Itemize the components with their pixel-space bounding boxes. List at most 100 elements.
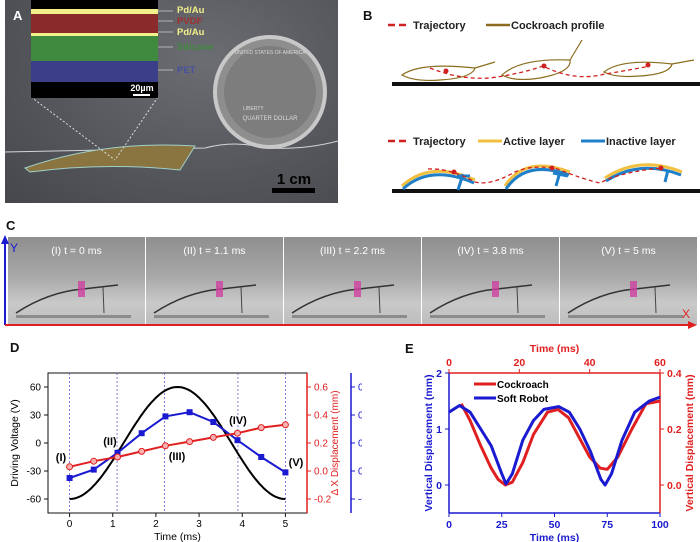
- frame-axes: Y X: [1, 235, 697, 329]
- red-y-tick-label: 0.4: [314, 411, 328, 422]
- red-data-point: [209, 433, 217, 441]
- phase-label: (I): [56, 452, 67, 464]
- layer-pet: [31, 61, 158, 82]
- x-tick-label: 1: [110, 519, 116, 530]
- coin-face: [224, 46, 316, 138]
- coin-text: UNITED STATES OF AMERICA: [235, 50, 307, 56]
- ground-line: [392, 82, 700, 86]
- x-tick-label: 2: [153, 519, 159, 530]
- y-tick-label-right: 0.2: [667, 424, 682, 436]
- zoom-line: [114, 96, 159, 161]
- frame-label: (V) t = 5 ms: [601, 245, 656, 257]
- panel-label-d: D: [10, 340, 20, 355]
- y-tick-label: -30: [27, 467, 42, 478]
- blue-data-point: [282, 469, 289, 476]
- y-tick-label: 0: [35, 439, 41, 450]
- layer-label: PET: [177, 65, 196, 76]
- wire: [5, 140, 338, 153]
- frame-4: (IV) t = 3.8 ms: [422, 237, 559, 325]
- y-tick-label: -60: [27, 495, 42, 506]
- robot-strip: [23, 144, 196, 173]
- layer-label: PVDF: [177, 16, 203, 27]
- trajectory-bottom: [427, 166, 663, 184]
- frame-label: (IV) t = 3.8 ms: [457, 245, 524, 257]
- panel-label-e: E: [405, 341, 414, 356]
- red-series-line: [69, 423, 286, 468]
- red-data-point: [138, 447, 146, 455]
- frame-2: (II) t = 1.1 ms: [146, 237, 283, 325]
- x-tick-label-bottom: 100: [651, 519, 669, 531]
- x-tick-label-top: 40: [584, 357, 596, 369]
- blue-y-tick-label: 0.6: [358, 383, 362, 394]
- blue-data-point: [210, 419, 217, 425]
- layer-pvdf: [31, 14, 158, 33]
- blue-y-tick-label: 0.2: [358, 439, 362, 450]
- layer-label: Pd/Au: [177, 5, 205, 16]
- red-data-point: [186, 438, 194, 446]
- x-axis-label: X: [682, 307, 690, 321]
- y-axis-label-right: Vertical Displacement (mm): [684, 374, 696, 511]
- legend-trajectory: Trajectory: [413, 136, 466, 148]
- blue-data-point: [114, 449, 121, 456]
- blue-data-point: [258, 454, 265, 460]
- red-y-tick-label: 0.6: [314, 383, 328, 394]
- panel-a-photo: QUARTER DOLLAR LIBERTY UNITED STATES OF …: [5, 0, 338, 203]
- x-tick-label-top: 0: [446, 357, 452, 369]
- red-data-point: [257, 424, 265, 432]
- red-data-point: [161, 442, 169, 450]
- blue-data-point: [234, 437, 241, 444]
- layer-silicone: [31, 36, 158, 61]
- y-axis-label-red: Δ X Displacement (mm): [330, 390, 341, 495]
- panel-label-c: C: [6, 218, 16, 233]
- red-data-point: [281, 421, 289, 429]
- blue-data-point: [186, 409, 193, 416]
- x-tick-label-bottom: 75: [601, 519, 613, 531]
- cockroach-profiles: [400, 39, 695, 82]
- red-data-point: [113, 453, 121, 461]
- y-axis-label-left: Vertical Displacement (mm): [423, 374, 435, 511]
- arrow-head-icon: [1, 235, 9, 244]
- legend-trajectory: Trajectory: [413, 20, 466, 32]
- panel-label-b: B: [363, 8, 373, 23]
- soft-robot-profiles: [400, 163, 683, 191]
- zoom-line: [30, 96, 116, 161]
- panel-label-a: A: [13, 8, 23, 23]
- sem-inset: 20µm: [31, 0, 158, 98]
- y-axis-label-left: Driving Voltage (V): [9, 399, 21, 487]
- scale-bar: [272, 188, 315, 193]
- legend-label: Cockroach: [497, 380, 549, 391]
- x-axis-label-top: Time (ms): [530, 343, 579, 355]
- layer-pdau: [31, 33, 158, 36]
- legend-label: Soft Robot: [497, 394, 549, 405]
- y-tick-label-right: 0.4: [667, 368, 682, 380]
- y-tick-label-left: 1: [436, 424, 442, 436]
- blue-data-point: [162, 413, 169, 420]
- blue-data-point: [66, 475, 73, 481]
- phase-label: (III): [169, 451, 186, 463]
- frame-1: (I) t = 0 ms: [8, 237, 145, 325]
- x-tick-label-bottom: 50: [549, 519, 561, 531]
- red-y-tick-label: 0.0: [314, 467, 328, 478]
- frame-label: (I) t = 0 ms: [51, 245, 102, 257]
- blue-series-line: [69, 411, 286, 479]
- legend-active-layer: Active layer: [503, 136, 565, 148]
- red-y-tick-label: -0.2: [314, 495, 332, 506]
- x-tick-label-bottom: 0: [446, 519, 452, 531]
- x-axis-label-bottom: Time (ms): [530, 532, 579, 542]
- y-tick-label-left: 2: [436, 368, 442, 380]
- y-tick-label-right: 0.0: [667, 480, 682, 492]
- y-tick-label: 60: [30, 383, 42, 394]
- frame-5: (V) t = 5 ms: [560, 237, 697, 325]
- arrow-head-icon: [688, 321, 697, 329]
- legend-cockroach-profile: Cockroach profile: [511, 20, 605, 32]
- coin-text: LIBERTY: [243, 106, 264, 112]
- red-y-tick-label: 0.2: [314, 439, 328, 450]
- layer-pdau: [31, 9, 158, 14]
- layer-legend: Pd/Au PVDF Pd/Au Silicone PET: [158, 5, 213, 76]
- y-axis-label: Y: [10, 241, 18, 255]
- y-tick-label: 30: [30, 411, 42, 422]
- y-tick-label-left: 0: [436, 480, 442, 492]
- blue-y-tick-label: 0.0: [358, 467, 362, 478]
